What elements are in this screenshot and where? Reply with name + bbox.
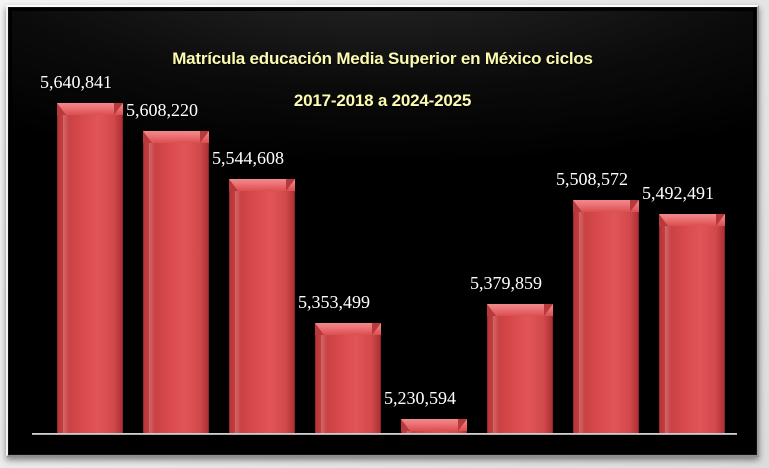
chart-frame: Matrícula educación Media Superior en Mé… <box>6 5 759 457</box>
chart-title: Matrícula educación Media Superior en Mé… <box>12 27 753 132</box>
bar-data-label: 5,508,572 <box>556 169 628 189</box>
bar[interactable] <box>229 179 295 434</box>
chart-plot-inner: Matrícula educación Media Superior en Mé… <box>12 11 753 451</box>
bar[interactable] <box>659 214 725 434</box>
bar-highlight <box>665 226 671 434</box>
bar[interactable] <box>57 103 123 434</box>
bar-highlight <box>235 191 241 434</box>
bar-highlight <box>63 115 69 434</box>
x-axis-line <box>32 433 737 435</box>
bar-top-bevel <box>57 103 123 115</box>
bar-highlight <box>321 335 327 434</box>
bar[interactable] <box>315 323 381 434</box>
bar-top-bevel <box>143 131 209 143</box>
bar-highlight <box>493 316 499 434</box>
bar-data-label: 5,608,220 <box>126 100 198 120</box>
bar-top-bevel <box>401 419 467 431</box>
bar-data-label: 5,353,499 <box>298 292 370 312</box>
chart-title-line-2: 2017-2018 a 2024-2025 <box>293 91 472 110</box>
bar-data-label: 5,492,491 <box>642 183 714 203</box>
bar-data-label: 5,230,594 <box>384 388 456 408</box>
bar[interactable] <box>401 419 467 434</box>
bar-highlight <box>579 212 585 434</box>
bar-top-bevel <box>659 214 725 226</box>
chart-title-line-1: Matrícula educación Media Superior en Mé… <box>172 49 593 68</box>
bar-data-label: 5,544,608 <box>212 148 284 168</box>
bar-highlight <box>149 143 155 434</box>
bar-top-bevel <box>229 179 295 191</box>
bar-top-bevel <box>487 304 553 316</box>
bar[interactable] <box>487 304 553 434</box>
bar-data-label: 5,640,841 <box>40 72 112 92</box>
bar[interactable] <box>573 200 639 434</box>
bar[interactable] <box>143 131 209 434</box>
chart-plot-area: Matrícula educación Media Superior en Mé… <box>12 11 753 451</box>
bar-top-bevel <box>573 200 639 212</box>
bar-data-label: 5,379,859 <box>470 273 542 293</box>
bar-top-bevel <box>315 323 381 335</box>
